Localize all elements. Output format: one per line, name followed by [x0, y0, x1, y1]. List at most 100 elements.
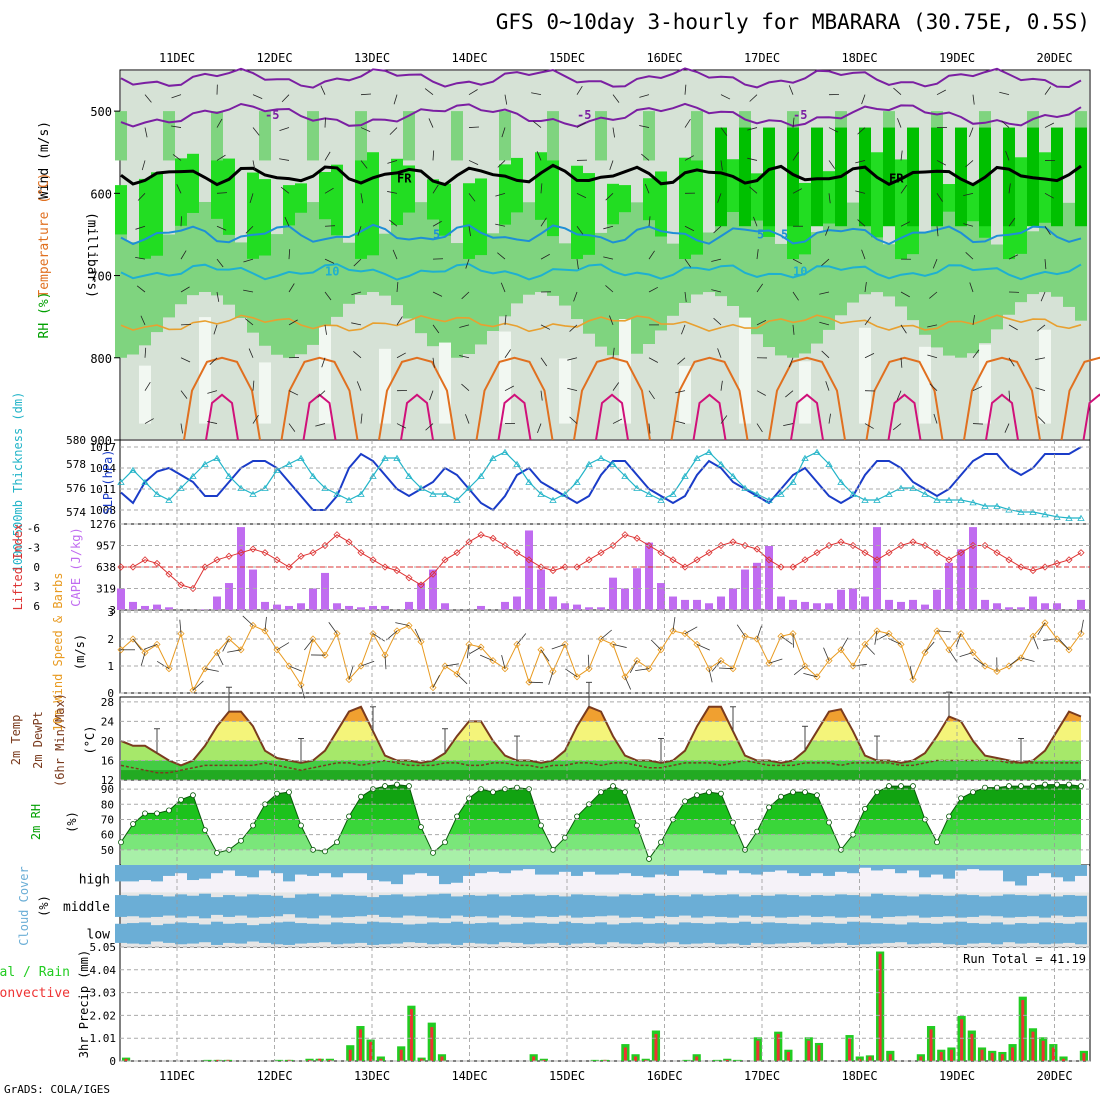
precip-convective-bar	[318, 1058, 322, 1061]
rh-marker	[934, 839, 940, 846]
wind-barb	[284, 216, 290, 227]
rh-marker	[1030, 783, 1036, 789]
wind-barb	[864, 423, 874, 429]
rh-shade-saturated	[715, 127, 727, 227]
rh-shade-dry	[979, 344, 991, 424]
cloud-bar-high	[859, 865, 871, 868]
cape-bar	[1017, 607, 1025, 610]
cloud-bar-middle	[163, 896, 175, 916]
wind-barb	[500, 282, 506, 293]
cloud-bar-low	[199, 924, 211, 943]
rh-shade-wet	[115, 185, 127, 235]
wind-barb	[565, 668, 578, 678]
cloud-bar-middle	[523, 894, 535, 918]
wind-barb	[213, 324, 218, 335]
thickness-marker	[633, 484, 641, 491]
wind-barb	[356, 381, 362, 391]
wind-marker	[549, 667, 557, 675]
ylabel-wind10m-unit: (m/s)	[73, 634, 87, 670]
wind-barb	[648, 357, 659, 363]
wind-marker	[129, 635, 137, 643]
cloud-bar-low	[463, 923, 475, 943]
rh-shade-dry	[259, 362, 271, 424]
rh-marker	[286, 789, 292, 796]
li-marker	[741, 541, 749, 550]
precip-total-bar	[712, 1059, 722, 1061]
wind-marker	[525, 678, 533, 686]
wind-barb	[874, 630, 878, 645]
precip-convective-bar	[776, 1033, 780, 1061]
wind-tick-label: 2	[107, 633, 114, 646]
cloud-bar-middle	[883, 895, 895, 917]
cloud-bar-low	[211, 921, 223, 945]
cloud-bar-middle	[367, 897, 379, 915]
wind-marker	[297, 681, 305, 689]
cloud-bar-low	[331, 922, 343, 945]
cape-bar	[657, 583, 665, 610]
wind-barb	[252, 160, 256, 171]
rh-shade-moist	[379, 233, 391, 296]
cloud-bar-low	[691, 923, 703, 944]
temp-contour-20	[768, 356, 846, 441]
cloud-bar-high	[163, 865, 175, 876]
li-marker	[597, 549, 605, 557]
cloud-bar-low	[739, 921, 751, 945]
wind-barb	[540, 253, 550, 260]
wind-barb	[672, 616, 676, 631]
thickness-marker	[801, 454, 809, 461]
rh-shade-wet	[727, 159, 739, 213]
precip-convective-bar	[358, 1029, 362, 1061]
slp-tick-label: 1011	[90, 483, 117, 496]
thickness-marker	[273, 466, 281, 473]
rh-shade-moist	[175, 217, 187, 305]
wind-barb	[1008, 357, 1015, 367]
x-tick-top-18DEC: 18DEC	[841, 51, 877, 65]
rh-marker	[646, 856, 652, 862]
wind-barb	[360, 160, 368, 169]
rh-marker	[490, 789, 496, 796]
wind-barb	[324, 117, 326, 128]
cloud-bar-low	[487, 922, 499, 945]
ylabel-cape: CAPE (J/kg)	[69, 527, 83, 606]
rh-shade-wet	[583, 173, 595, 255]
wind-barb	[317, 390, 326, 398]
wind-barb	[929, 291, 938, 299]
rh-marker	[622, 789, 628, 796]
wind-barb	[1044, 192, 1054, 199]
cloud-bar-low	[943, 922, 955, 945]
wind-barb	[675, 420, 686, 424]
rh-marker	[346, 813, 352, 820]
wind-barb	[819, 321, 830, 326]
cloud-bar-middle	[919, 894, 931, 918]
precip-convective-bar	[695, 1056, 699, 1061]
rh-shade-moist	[631, 202, 643, 354]
cloud-bar-high	[271, 865, 283, 874]
wind-barb	[1044, 86, 1052, 95]
rh-marker	[274, 790, 280, 797]
cape-bar	[345, 605, 353, 610]
cape-tick-label: 638	[96, 561, 116, 574]
rh-marker	[658, 839, 664, 846]
wind-barb	[324, 324, 327, 335]
cloud-bar-high	[151, 865, 163, 882]
cloud-bar-middle	[151, 895, 163, 917]
li-marker	[117, 563, 125, 571]
li-marker	[693, 556, 701, 564]
rh-fill-band	[121, 849, 1081, 865]
cloud-bar-middle	[799, 896, 811, 916]
rh-shade-moist	[703, 232, 715, 293]
contour-label: -5	[265, 108, 279, 122]
li-marker	[969, 541, 977, 550]
precip-convective-bar	[848, 1038, 852, 1061]
wind-barb	[540, 649, 550, 662]
precip-convective-bar	[603, 1059, 607, 1061]
cape-bar	[297, 603, 305, 610]
wind-marker	[153, 640, 161, 648]
li-marker	[657, 549, 665, 557]
wind-barb	[900, 357, 903, 368]
wind-barb	[141, 160, 146, 171]
cloud-bar-middle	[487, 894, 499, 918]
thickness-marker	[897, 484, 905, 491]
cape-bar	[237, 527, 245, 610]
rh-shade-moist	[211, 210, 223, 296]
